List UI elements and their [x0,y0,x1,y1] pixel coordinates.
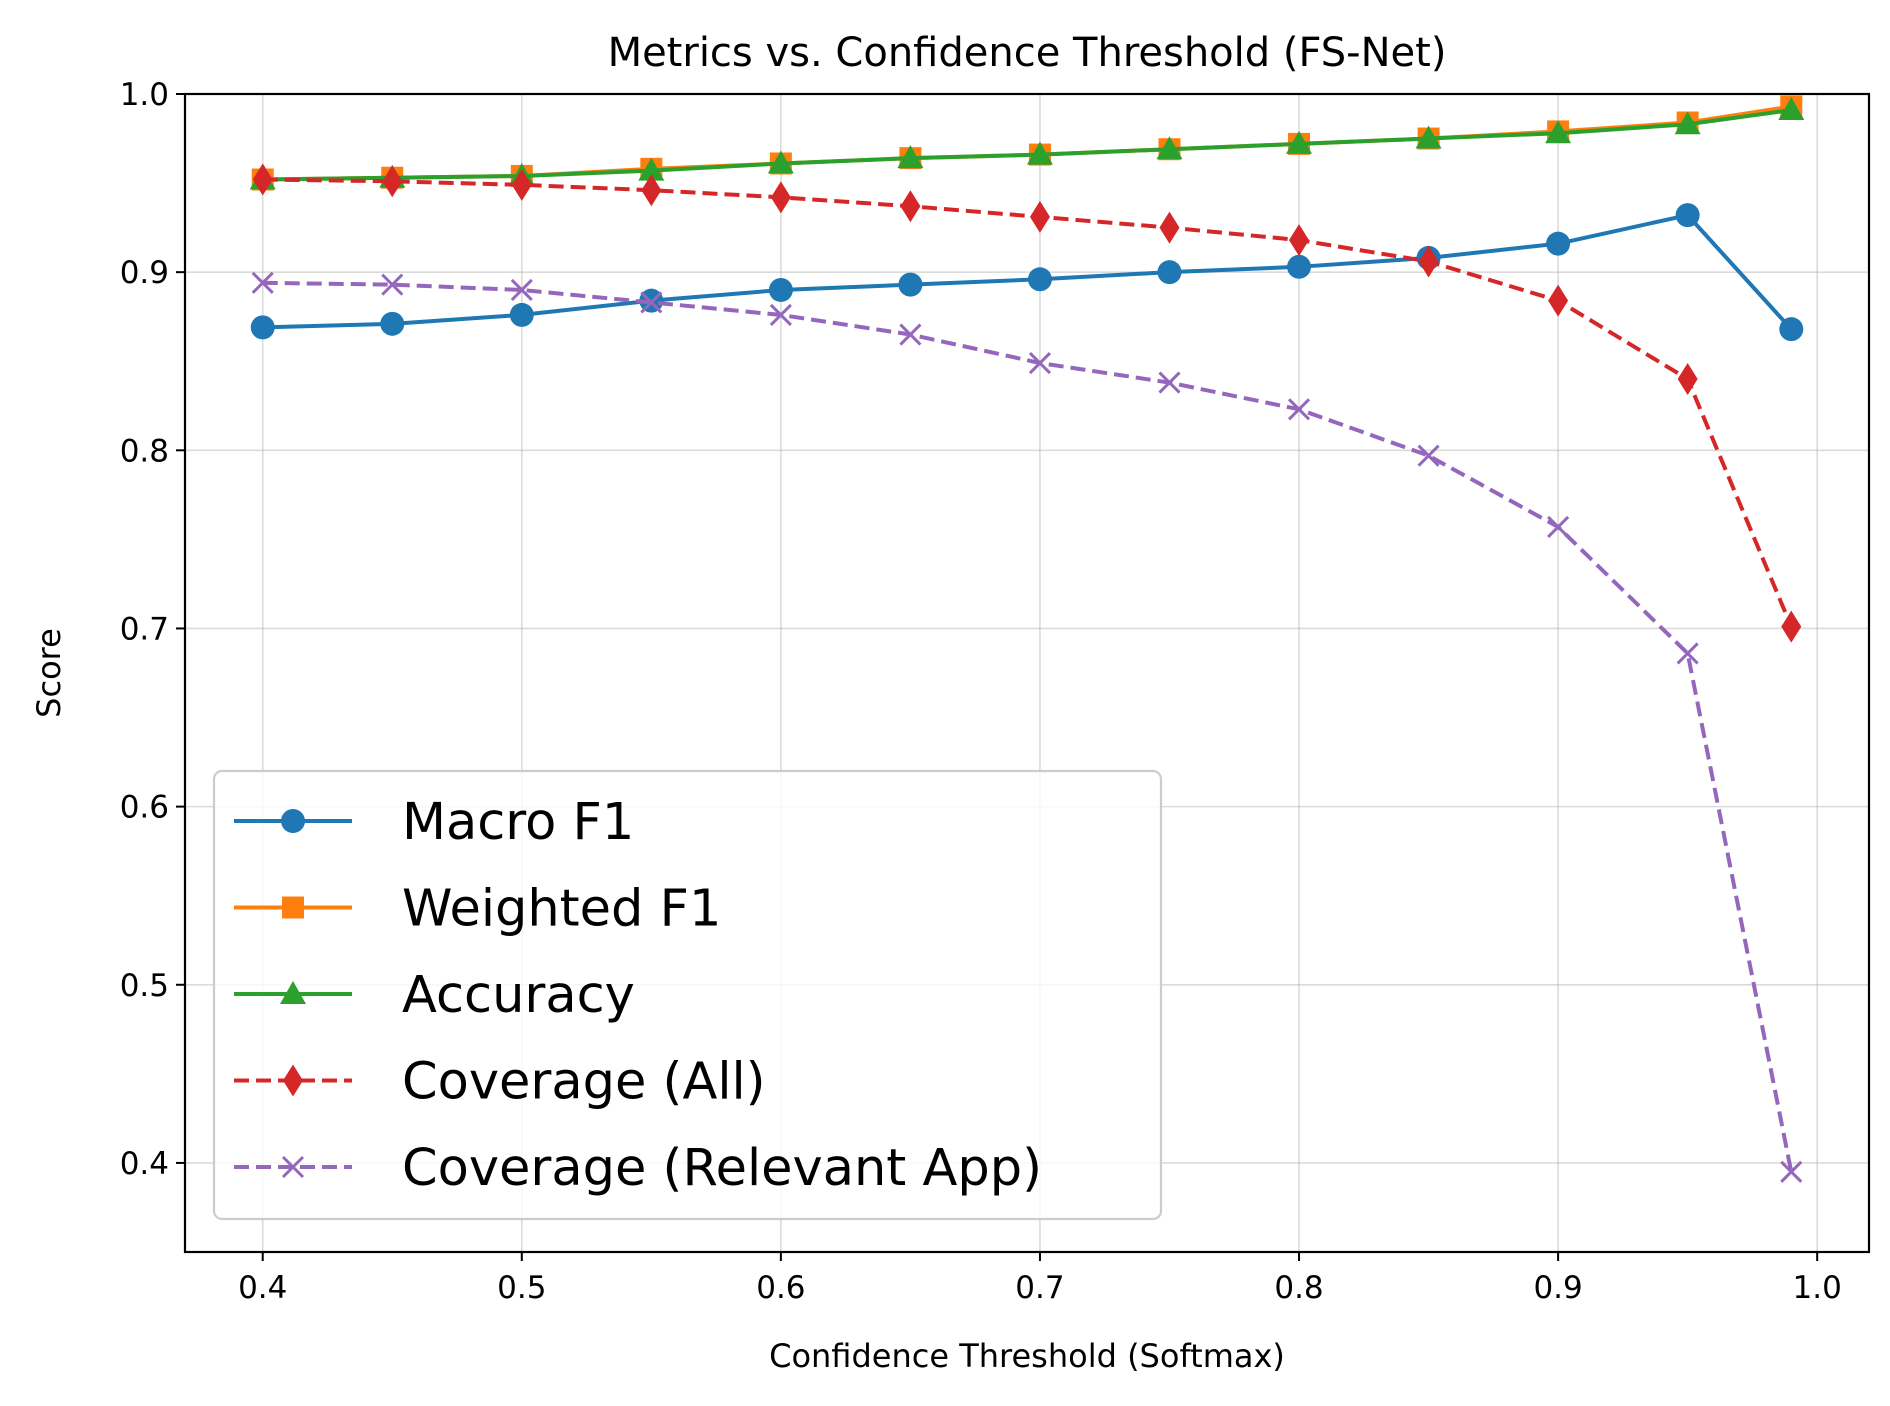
data-point [1417,444,1440,467]
data-point [381,273,404,296]
legend-entry: Weighted F1 [234,880,721,939]
chart-title: Metrics vs. Confidence Threshold (FS-Net… [608,30,1447,76]
data-point [1156,136,1183,160]
x-tick-label: 0.7 [1015,1270,1064,1306]
x-tick-label: 0.9 [1533,1270,1582,1306]
legend-box [212,769,1163,1221]
y-tick-label: 0.6 [120,790,169,826]
data-point [1545,120,1572,144]
legend-entries: Macro F1 Weighted F1 Accuracy Coverage (All… [234,793,1042,1198]
data-point [1547,515,1570,538]
data-point [770,181,791,214]
data-point [638,157,665,181]
y-tick-label: 0.9 [120,255,169,291]
data-point [769,303,792,326]
legend-entry: Coverage (Relevant App) [234,1139,1042,1198]
data-point [382,165,403,198]
x-tick-label: 0.8 [1274,1270,1323,1306]
data-point [1157,260,1182,285]
y-axis-label: Score [30,628,68,718]
x-tick-label: 0.4 [238,1270,287,1306]
data-point [1781,610,1802,643]
data-point [250,315,275,340]
series-5 [251,271,1803,1183]
y-tick-label: 0.7 [120,611,169,647]
series-4 [252,163,1802,643]
legend-entry: Accuracy [234,966,635,1025]
data-point [900,190,921,223]
data-point [380,311,405,336]
legend-entry: Macro F1 [234,793,634,852]
data-point [1675,203,1700,228]
data-point [767,150,794,174]
data-point [641,174,662,207]
data-point [252,163,273,196]
data-point [768,277,793,302]
data-point [898,272,923,297]
data-point [1418,245,1439,278]
data-point [897,145,924,169]
plot-frame [183,92,1871,1254]
data-point [1780,1160,1803,1183]
legend-label: Coverage (All) [402,1053,766,1112]
data-point [1415,125,1442,149]
data-point [509,302,534,327]
data-point [1779,317,1804,342]
data-point [1287,398,1311,421]
legend-label: Macro F1 [402,793,634,852]
data-point [1546,231,1571,256]
data-point [1159,211,1180,244]
data-point [1027,267,1052,292]
data-point [1286,130,1313,154]
data-point [510,278,533,302]
y-tick-label: 1.0 [120,77,169,113]
data-point [899,323,922,346]
legend-marker [283,1064,303,1097]
x-axis-label: Confidence Threshold (Softmax) [769,1337,1285,1375]
legend-marker [281,1155,305,1179]
series-layer [249,95,1805,1183]
legend-marker [280,981,306,1004]
y-tick-label: 0.4 [120,1146,169,1182]
y-tick-label: 0.5 [120,968,169,1004]
data-point [1289,224,1310,257]
data-point [1158,371,1181,394]
legend-marker [282,896,304,919]
data-point [1029,200,1050,233]
data-point [640,291,663,314]
x-tick-label: 0.6 [756,1270,805,1306]
data-point [1026,141,1053,165]
data-point [1674,111,1701,135]
data-point [1677,363,1698,396]
x-tick-label: 0.5 [497,1270,546,1306]
data-point [1548,284,1569,317]
axis-ticks: 0.4 0.5 0.6 0.7 0.8 0.9 1.0 0.4 0.5 0.6 0.7 0.8 0.9 1… [120,77,1842,1306]
legend-entry: Coverage (All) [234,1053,766,1112]
data-point [511,168,532,201]
legend-marker [281,809,305,833]
y-tick-label: 0.8 [120,433,169,469]
x-tick-label: 1.0 [1793,1270,1842,1306]
legend-label: Accuracy [402,966,635,1025]
data-point [1287,254,1312,279]
data-point [1028,351,1052,375]
legend: Macro F1 Weighted F1 Accuracy Coverage (All… [212,769,1163,1221]
legend-label: Weighted F1 [402,880,721,939]
legend-label: Coverage (Relevant App) [402,1139,1042,1198]
data-point [251,271,274,294]
data-point [1676,642,1699,665]
data-point [1778,97,1805,121]
